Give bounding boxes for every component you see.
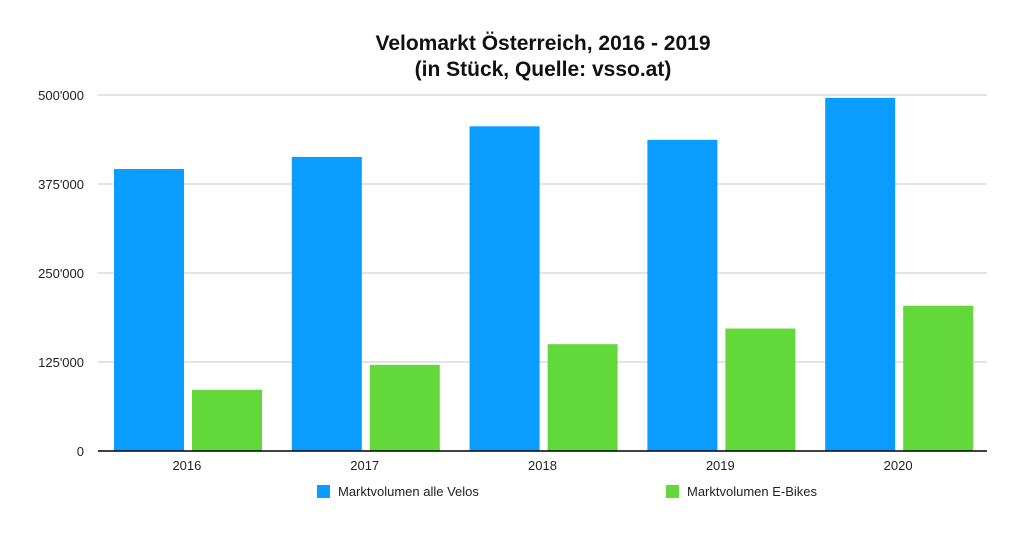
- y-tick-label: 375'000: [38, 177, 84, 192]
- y-tick-label: 125'000: [38, 355, 84, 370]
- legend-swatch-ebikes: [666, 485, 679, 498]
- bar-ebikes-2016: [192, 389, 262, 451]
- y-tick-label: 500'000: [38, 88, 84, 103]
- legend-swatch-velos: [317, 485, 330, 498]
- y-tick-label: 250'000: [38, 266, 84, 281]
- bar-ebikes-2018: [547, 344, 618, 451]
- y-axis-ticks: 0 125'000 250'000 375'000 500'000: [38, 88, 84, 459]
- legend-label-ebikes: Marktvolumen E-Bikes: [687, 484, 818, 499]
- bar-velos-2016: [114, 169, 184, 451]
- bar-ebikes-2020: [903, 305, 974, 451]
- x-tick-label: 2020: [884, 458, 913, 473]
- legend-label-velos: Marktvolumen alle Velos: [338, 484, 479, 499]
- bar-ebikes-2017: [369, 364, 440, 451]
- chart-subtitle: (in Stück, Quelle: vsso.at): [415, 58, 672, 81]
- bar-ebikes-2019: [725, 328, 796, 451]
- x-tick-label: 2017: [350, 458, 379, 473]
- bar-velos-2018: [469, 126, 540, 451]
- x-axis-ticks: 2016 2017 2018 2019 2020: [172, 458, 912, 473]
- chart-title: Velomarkt Österreich, 2016 - 2019: [375, 32, 710, 55]
- bar-velos-2019: [647, 139, 718, 451]
- x-tick-label: 2018: [528, 458, 557, 473]
- bar-velos-2017: [291, 156, 362, 451]
- x-tick-label: 2016: [172, 458, 201, 473]
- x-tick-label: 2019: [706, 458, 735, 473]
- legend: Marktvolumen alle Velos Marktvolumen E-B…: [317, 484, 818, 499]
- y-tick-label: 0: [77, 444, 84, 459]
- bars: [114, 97, 974, 452]
- bar-velos-2020: [825, 97, 896, 452]
